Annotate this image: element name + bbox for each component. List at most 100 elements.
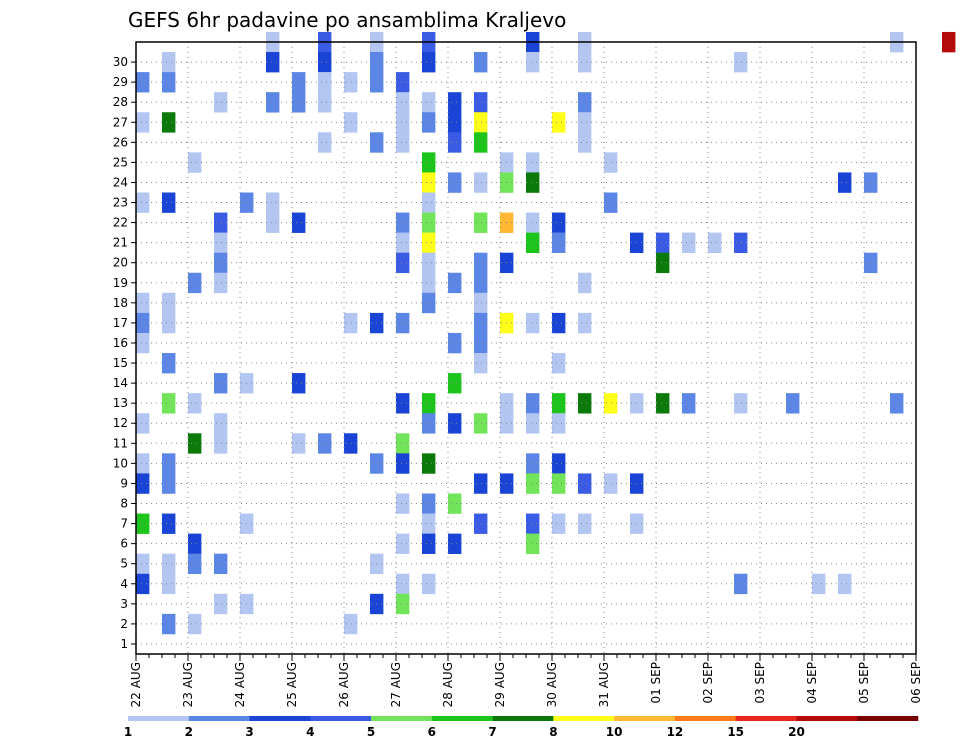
legend-swatch [128,716,190,721]
heatmap-cell [474,172,488,193]
y-tick-label: 3 [120,597,128,611]
heatmap-cell [136,573,150,595]
heatmap-cell [552,112,566,133]
heatmap-cell [136,312,150,334]
heatmap-cell [526,413,540,434]
heatmap-cell [474,473,488,494]
x-tick-label: 29 AUG [493,662,507,707]
heatmap-cell [136,513,150,534]
heatmap-cell [734,52,748,73]
legend-label: 12 [667,725,684,739]
heatmap-cell [162,553,176,575]
heatmap-cell [656,252,670,274]
heatmap-cell [396,453,410,474]
heatmap-cell [786,393,800,414]
x-tick-label: 23 AUG [181,662,195,707]
heatmap-cell [162,393,176,414]
y-tick-label: 18 [113,296,128,310]
heatmap-cell [162,312,176,334]
heatmap-cell [578,272,592,294]
heatmap-cell [344,613,358,635]
legend-swatch [249,716,311,721]
heatmap-cell [396,92,410,113]
heatmap-cell [266,192,280,213]
heatmap-cell [292,433,306,454]
y-axis: 1234567891011121314151617181920212223242… [113,55,136,651]
legend-label: 2 [185,725,193,739]
heatmap-cell [578,312,592,334]
legend-label: 8 [549,725,557,739]
heatmap-cell [344,433,358,454]
y-tick-label: 19 [113,276,128,290]
heatmap-cell [292,72,306,93]
heatmap-cell [578,112,592,133]
heatmap-cell [864,252,878,274]
heatmap-cell [214,92,228,113]
y-tick-label: 6 [120,537,128,551]
legend-label: 1 [124,725,132,739]
heatmap-cell [266,212,280,233]
y-tick-label: 24 [113,175,128,189]
heatmap-cell [162,353,176,374]
heatmap-cell [552,513,566,534]
heatmap-cell [396,252,410,274]
heatmap-cell [474,92,488,113]
legend-label: 7 [488,725,496,739]
legend-label: 3 [245,725,253,739]
heatmap-cell [396,72,410,93]
heatmap-cell [526,453,540,474]
heatmap-cell [422,112,436,133]
x-tick-label: 30 AUG [545,662,559,707]
heatmap-cell [474,332,488,354]
heatmap-cell [552,212,566,233]
heatmap-cell [578,393,592,414]
heatmap-cell [214,232,228,253]
heatmap-cell [578,132,592,153]
heatmap-cell [162,52,176,73]
heatmap-cell [214,252,228,274]
heatmap-cell [734,393,748,414]
x-tick-label: 24 AUG [233,662,247,707]
y-tick-label: 10 [113,456,128,470]
legend-swatch [553,716,615,721]
y-tick-label: 11 [113,436,128,450]
y-tick-label: 21 [113,236,128,250]
heatmap-cell [188,152,202,173]
heatmap-cell [214,593,228,615]
heatmap-cell [734,573,748,595]
heatmap-cell [396,433,410,454]
heatmap-cell [864,172,878,193]
heatmap-cell [682,393,696,414]
heatmap-cell [526,393,540,414]
y-tick-label: 13 [113,396,128,410]
heatmap-cell [422,453,436,474]
x-tick-label: 25 AUG [285,662,299,707]
heatmap-cell [474,212,488,233]
heatmap-cell [318,132,332,153]
heatmap-cell [188,393,202,414]
x-tick-label: 01 SEP [649,662,663,704]
heatmap-cell [422,92,436,113]
legend-swatch [674,716,736,721]
x-tick-label: 31 AUG [597,662,611,707]
heatmap-cell [422,413,436,434]
y-tick-label: 8 [120,497,128,511]
x-tick-label: 22 AUG [129,662,143,707]
heatmap-cell [318,72,332,93]
heatmap-cell [162,453,176,474]
heatmap-cell [214,433,228,454]
legend-swatch [614,716,676,721]
heatmap-cell [448,272,462,294]
y-tick-label: 9 [120,476,128,490]
heatmap-cell [396,393,410,414]
heatmap-cell [474,312,488,334]
heatmap-cell [942,31,956,53]
heatmap-cell [214,553,228,575]
heatmap-cell [396,493,410,514]
y-tick-label: 26 [113,135,128,149]
legend-swatch [188,716,250,721]
x-axis: 22 AUG 23 AUG 24 AUG 25 AUG 26 AUG 27 AUG 28 A… [129,654,923,707]
y-tick-label: 25 [113,155,128,169]
heatmap-cell [214,212,228,233]
heatmap-cell [162,613,176,635]
